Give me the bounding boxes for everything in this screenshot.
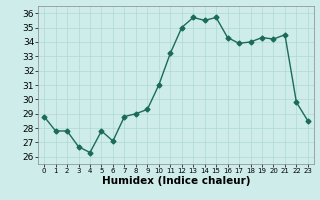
X-axis label: Humidex (Indice chaleur): Humidex (Indice chaleur): [102, 176, 250, 186]
